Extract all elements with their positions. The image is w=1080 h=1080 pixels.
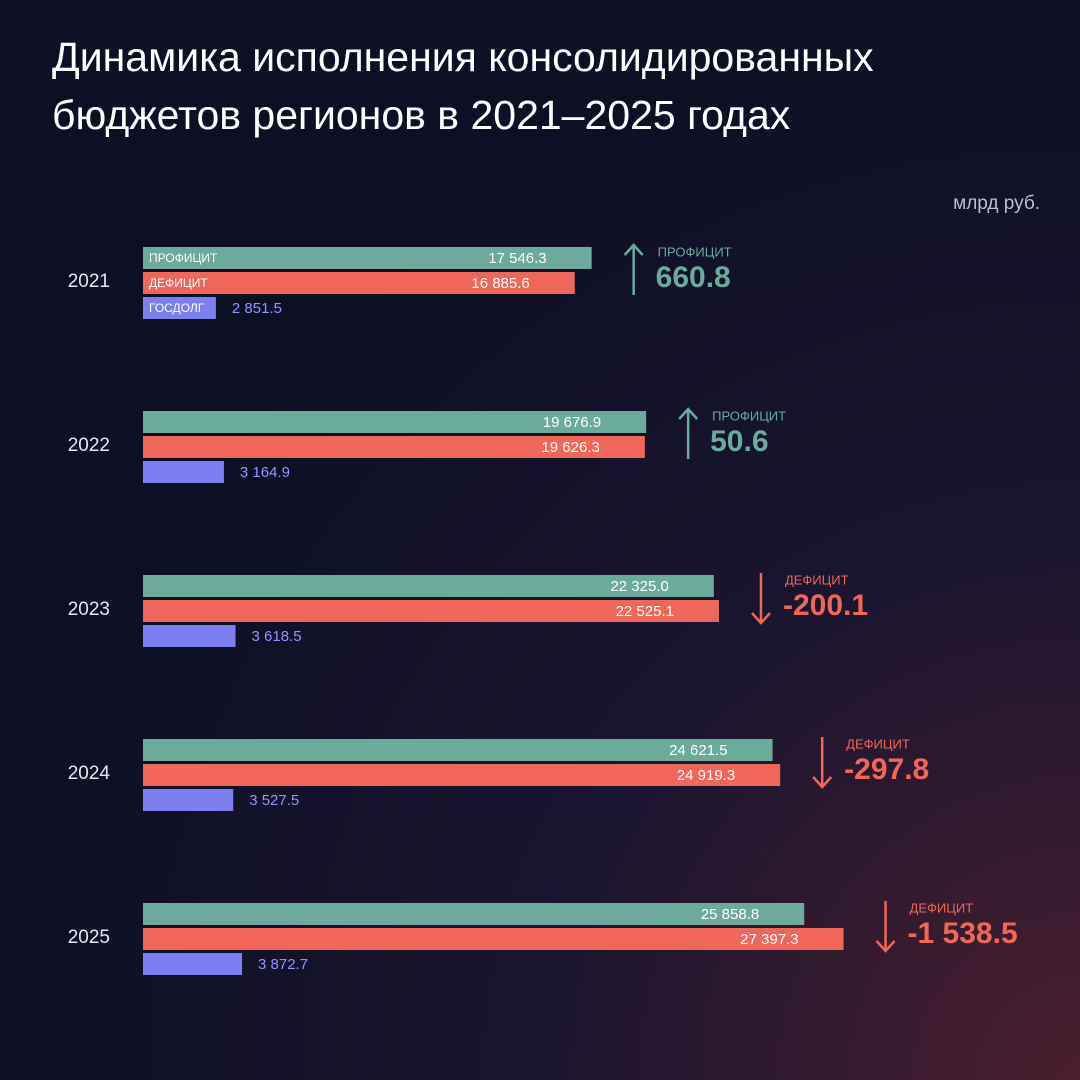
bar [143,764,781,786]
bar [143,436,645,458]
bar [143,625,236,647]
bar [143,247,592,269]
value-label: 16 885.6 [471,275,529,292]
balance-label: ДЕФИЦИТ [910,900,974,915]
balance-value: -1 538.5 [908,917,1018,950]
balance-value: -297.8 [844,753,929,786]
arrow-head [678,407,699,420]
value-label: 22 325.0 [610,578,668,595]
bar [143,575,714,597]
bar [143,297,216,319]
value-label: 19 676.9 [543,414,601,431]
arrow-head [751,612,771,625]
bar [143,789,234,811]
value-label: 17 546.3 [488,250,546,267]
value-label: 3 164.9 [240,464,290,481]
balance-value: 50.6 [710,425,768,458]
chart-title: Динамика исполнения консолидированных бю… [52,34,874,138]
balance-value: -200.1 [783,589,868,622]
value-label: 2 851.5 [232,300,282,317]
series-label: ДЕФИЦИТ [149,276,208,290]
arrow-head [623,243,644,256]
arrow-head [875,940,896,953]
unit-label: млрд руб. [953,193,1040,214]
bar [143,953,243,975]
bar [143,272,575,294]
category-label: 2024 [68,763,111,784]
balance-label: ПРОФИЦИТ [658,244,732,259]
value-label: 3 618.5 [252,628,302,645]
value-label: 24 919.3 [677,767,735,784]
category-label: 2023 [68,599,110,620]
balance-value: 660.8 [656,261,731,294]
bar [143,461,224,483]
value-label: 27 397.3 [740,931,798,948]
value-label: 3 872.7 [258,956,308,973]
arrow-head [812,776,833,789]
balance-label: ДЕФИЦИТ [785,572,849,587]
bar [143,600,719,622]
series-label: ПРОФИЦИТ [149,251,218,265]
value-label: 3 527.5 [249,792,299,809]
value-label: 19 626.3 [541,439,599,456]
balance-label: ПРОФИЦИТ [712,408,786,423]
category-label: 2025 [68,927,110,948]
bar [143,928,844,950]
bar [143,739,773,761]
value-label: 22 525.1 [616,603,674,620]
balance-label: ДЕФИЦИТ [846,736,910,751]
bar [143,903,805,925]
series-label: ГОСДОЛГ [149,301,205,315]
category-label: 2022 [68,435,110,456]
bar [143,411,647,433]
value-label: 25 858.8 [701,906,759,923]
value-label: 24 621.5 [669,742,727,759]
category-label: 2021 [68,271,110,292]
